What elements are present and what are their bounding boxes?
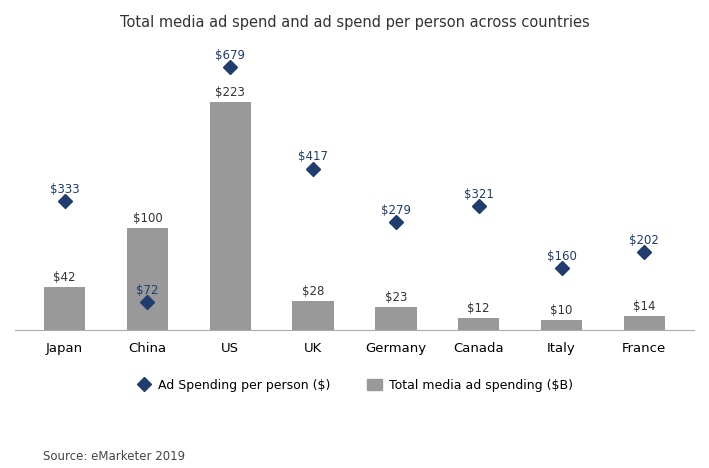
Text: Source: eMarketer 2019: Source: eMarketer 2019 (43, 450, 184, 463)
Text: $10: $10 (550, 304, 573, 317)
Text: $679: $679 (216, 49, 245, 62)
Bar (127, 228, 168, 330)
Bar (458, 318, 499, 330)
Text: $23: $23 (385, 291, 407, 304)
Text: $160: $160 (547, 250, 576, 263)
Text: $100: $100 (133, 212, 162, 225)
Text: $12: $12 (467, 302, 490, 315)
Bar (44, 287, 85, 330)
Legend: Ad Spending per person ($), Total media ad spending ($B): Ad Spending per person ($), Total media … (131, 373, 578, 396)
Text: $223: $223 (216, 86, 245, 99)
Text: $72: $72 (136, 284, 159, 297)
Text: $28: $28 (302, 285, 324, 299)
Bar (210, 102, 251, 330)
Text: $14: $14 (633, 300, 656, 313)
Title: Total media ad spend and ad spend per person across countries: Total media ad spend and ad spend per pe… (120, 15, 589, 30)
Bar (292, 301, 334, 330)
Text: $202: $202 (630, 234, 659, 247)
Bar (375, 307, 417, 330)
Text: $321: $321 (464, 188, 493, 201)
Text: $279: $279 (381, 204, 411, 217)
Text: $417: $417 (298, 151, 328, 163)
Bar (541, 320, 582, 330)
Text: $42: $42 (53, 271, 76, 284)
Bar (624, 316, 665, 330)
Text: $333: $333 (50, 183, 79, 196)
